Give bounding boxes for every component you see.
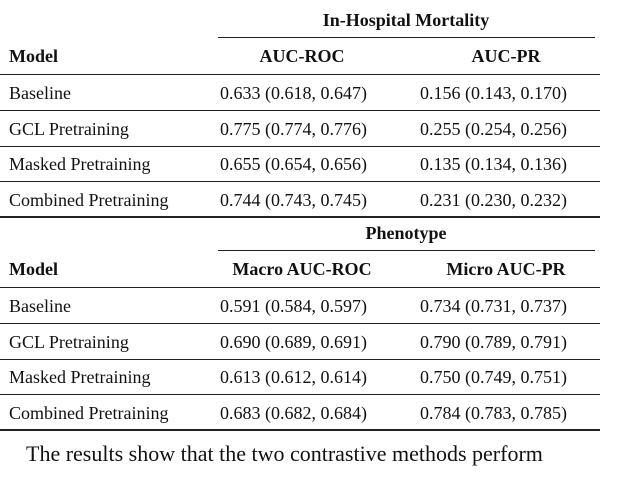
paragraph: The results show that the two contrastiv… xyxy=(26,441,543,466)
value-cell: 0.775 (0.774, 0.776) xyxy=(220,118,367,139)
model-cell: Masked Pretraining xyxy=(9,367,151,388)
column-header: Macro AUC-ROC xyxy=(232,259,372,279)
value-cell: 0.231 (0.230, 0.232) xyxy=(420,190,567,211)
rule xyxy=(0,429,600,432)
rule xyxy=(0,74,600,75)
model-cell: GCL Pretraining xyxy=(9,118,129,139)
rule xyxy=(0,358,600,360)
value-cell: 0.784 (0.783, 0.785) xyxy=(420,403,567,424)
rule xyxy=(0,216,600,219)
value-cell: 0.156 (0.143, 0.170) xyxy=(420,83,567,103)
rule xyxy=(218,250,595,251)
value-cell: 0.613 (0.612, 0.614) xyxy=(220,367,367,388)
model-cell: Baseline xyxy=(9,296,71,316)
rule xyxy=(218,37,595,38)
value-cell: 0.633 (0.618, 0.647) xyxy=(220,83,367,103)
model-cell: Baseline xyxy=(9,83,71,103)
rule xyxy=(0,181,600,183)
rule xyxy=(0,323,600,324)
value-cell: 0.744 (0.743, 0.745) xyxy=(220,190,367,211)
value-cell: 0.790 (0.789, 0.791) xyxy=(420,331,567,352)
rule xyxy=(0,145,600,147)
column-header: Model xyxy=(9,259,58,279)
column-header: Micro AUC-PR xyxy=(446,259,566,279)
column-header: Model xyxy=(9,46,58,66)
value-cell: 0.683 (0.682, 0.684) xyxy=(220,403,367,424)
rule xyxy=(0,287,600,288)
value-cell: 0.591 (0.584, 0.597) xyxy=(220,296,367,316)
value-cell: 0.655 (0.654, 0.656) xyxy=(220,154,367,175)
rule xyxy=(0,394,600,396)
rule xyxy=(0,110,600,111)
value-cell: 0.135 (0.134, 0.136) xyxy=(420,154,567,175)
value-cell: 0.255 (0.254, 0.256) xyxy=(420,118,567,139)
group-header: In-Hospital Mortality xyxy=(322,10,490,30)
column-header: AUC-ROC xyxy=(259,46,345,66)
model-cell: Masked Pretraining xyxy=(9,154,151,175)
value-cell: 0.690 (0.689, 0.691) xyxy=(220,331,367,352)
model-cell: GCL Pretraining xyxy=(9,331,129,352)
value-cell: 0.734 (0.731, 0.737) xyxy=(420,296,567,316)
column-header: AUC-PR xyxy=(471,46,541,66)
group-header: Phenotype xyxy=(365,223,447,243)
value-cell: 0.750 (0.749, 0.751) xyxy=(420,367,567,388)
model-cell: Combined Pretraining xyxy=(9,190,169,211)
model-cell: Combined Pretraining xyxy=(9,403,169,424)
